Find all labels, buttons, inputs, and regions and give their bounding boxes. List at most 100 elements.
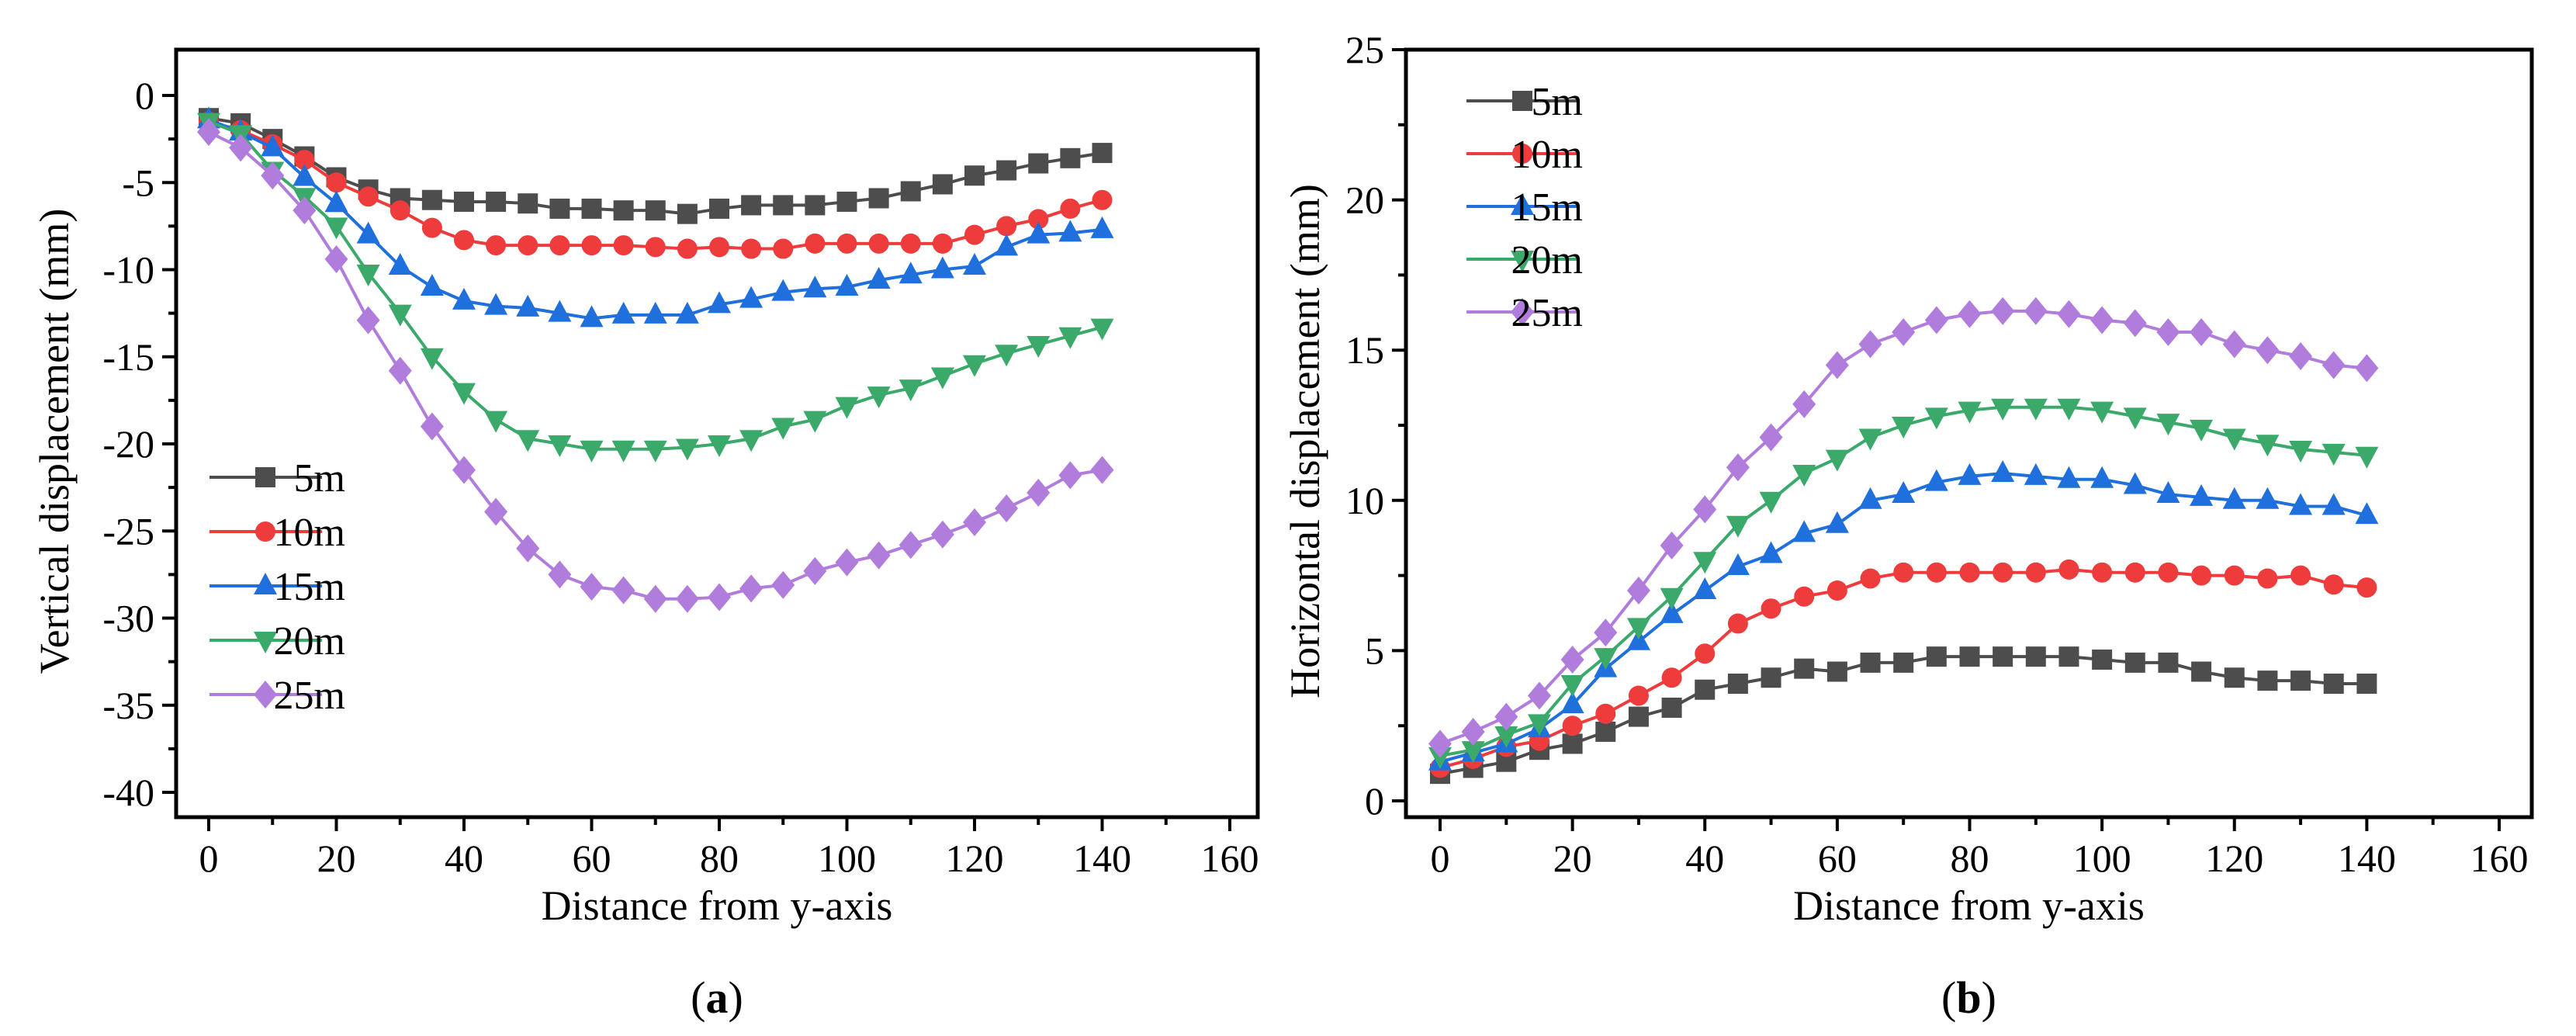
data-point [2222, 487, 2246, 509]
data-point [1825, 449, 1849, 472]
data-point [963, 355, 986, 377]
data-point [613, 235, 634, 256]
data-point [739, 430, 763, 452]
data-point [356, 264, 380, 286]
data-point [1027, 221, 1051, 244]
data-point [1661, 667, 1682, 688]
panel-caption: (b) [1941, 972, 1996, 1023]
y-tick-label: -15 [102, 335, 154, 379]
data-point [2092, 562, 2113, 583]
data-point [484, 293, 508, 315]
data-point [2322, 351, 2346, 379]
data-point [613, 200, 634, 221]
data-point [1693, 495, 1717, 524]
data-point [1560, 646, 1584, 674]
data-point [611, 301, 635, 324]
data-point [1527, 714, 1551, 736]
x-tick-label: 100 [818, 837, 876, 880]
data-point [390, 200, 410, 221]
y-tick-label: -30 [102, 597, 154, 640]
series-25m [1428, 296, 2379, 758]
data-point [1058, 461, 1082, 490]
legend-marker [255, 467, 275, 487]
y-tick-label: -5 [122, 161, 154, 204]
data-point [324, 190, 348, 213]
data-point [1924, 407, 1948, 430]
data-point [1825, 511, 1849, 533]
data-point [1626, 618, 1650, 640]
data-point [2124, 562, 2145, 583]
data-point [739, 574, 763, 603]
data-point [643, 440, 667, 463]
data-point [1794, 658, 1815, 679]
data-point [771, 418, 795, 440]
y-tick-label: 0 [1365, 779, 1384, 823]
data-point [293, 196, 317, 225]
legend-label: 25m [1511, 291, 1583, 335]
legend-marker [254, 573, 277, 594]
x-tick-label: 80 [700, 837, 739, 880]
legend-item-25m: 25m [1466, 291, 1583, 335]
data-point [771, 279, 795, 301]
data-point [1527, 681, 1551, 710]
series-20m [1428, 398, 2379, 769]
data-point [1693, 552, 1717, 574]
data-point [484, 497, 508, 526]
data-point [388, 304, 412, 327]
data-point [1461, 717, 1485, 746]
data-point [1661, 697, 1682, 718]
data-point [1759, 423, 1783, 452]
y-tick-label: 0 [135, 74, 154, 117]
data-point [2355, 502, 2379, 525]
y-tick-label: 20 [1345, 178, 1384, 222]
x-tick-label: 140 [2338, 837, 2396, 880]
data-point [2356, 577, 2377, 598]
data-point [708, 291, 731, 314]
data-point [2190, 317, 2214, 346]
data-point [2323, 673, 2344, 694]
data-point [454, 191, 474, 212]
data-point [1027, 336, 1051, 359]
data-point [324, 217, 348, 240]
data-point [1858, 330, 1882, 359]
data-point [836, 191, 857, 212]
data-point [1626, 576, 1650, 605]
legend-marker [1511, 193, 1534, 215]
x-tick-label: 20 [317, 837, 356, 880]
series-20m [197, 113, 1114, 463]
data-point [2123, 472, 2147, 494]
x-tick-label: 160 [2470, 837, 2529, 880]
data-point [1726, 453, 1750, 482]
data-point [516, 534, 540, 563]
data-point [1892, 481, 1916, 504]
x-tick-label: 120 [946, 837, 1004, 880]
data-point [771, 570, 795, 599]
x-tick-label: 0 [1431, 837, 1450, 880]
data-point [1428, 729, 1452, 758]
data-point [2092, 650, 2113, 670]
data-point [2057, 398, 2081, 421]
data-point [708, 435, 731, 457]
data-point [1560, 674, 1584, 697]
x-tick-label: 40 [1685, 837, 1724, 880]
data-point [2256, 336, 2280, 365]
data-point [1759, 491, 1783, 514]
data-point [581, 198, 602, 219]
data-point [1892, 317, 1916, 346]
data-point [518, 193, 538, 214]
panel-caption: (a) [691, 972, 743, 1023]
data-point [898, 379, 923, 402]
data-point [1595, 703, 1616, 724]
data-point [1958, 300, 1982, 328]
data-point [1494, 702, 1518, 731]
legend-item-10m: 10m [1466, 133, 1583, 177]
data-point [1924, 469, 1948, 491]
data-point [1628, 706, 1649, 727]
data-point [1726, 515, 1750, 538]
legend-item-5m: 5m [1466, 80, 1583, 124]
data-point [835, 548, 859, 577]
data-point [1594, 618, 1618, 647]
data-point [2222, 428, 2246, 451]
legend-item-20m: 20m [1466, 238, 1583, 282]
data-point [1058, 327, 1082, 349]
